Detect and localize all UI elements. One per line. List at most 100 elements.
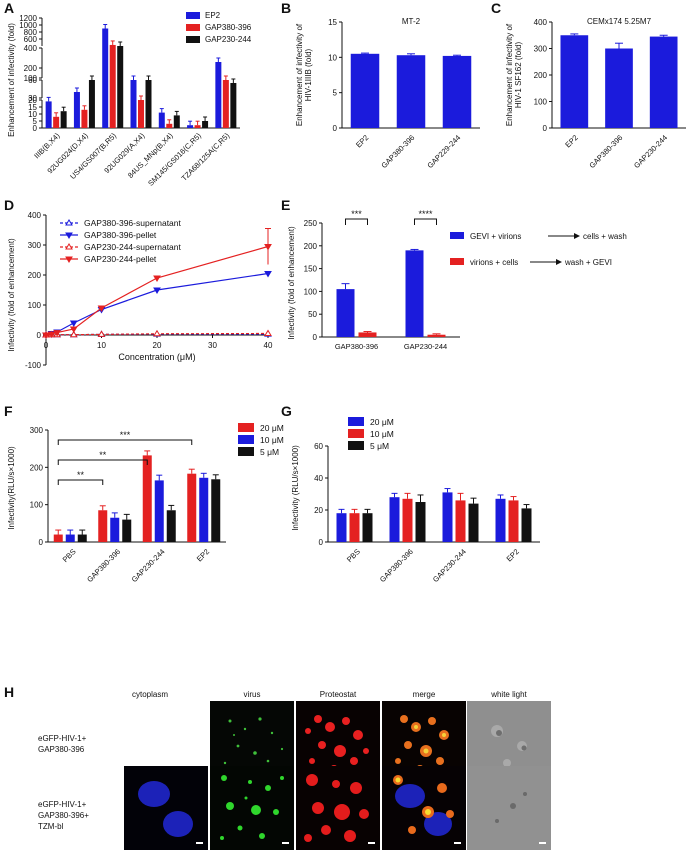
data-point [47,331,56,339]
bar [77,534,87,542]
legend-label: GEVI + virions [470,232,521,241]
micrograph-row2-virus [210,766,294,850]
y-tick-label: 400 [28,211,42,220]
y-tick-label: 250 [304,219,318,228]
y-tick-label: 40 [314,474,323,483]
legend-label: GAP230-244 [205,35,252,44]
legend-label: EP2 [205,11,221,20]
bar [495,498,506,542]
bar [230,83,237,128]
bar [194,125,201,128]
x-tick-label: GAP230-244 [404,342,447,351]
x-tick-label: 10 [97,341,106,350]
bar [88,80,95,128]
significance-label: ** [77,470,85,480]
y-tick-label: 150 [304,265,318,274]
bar [649,36,678,129]
legend-label: GAP380-396 [205,23,252,32]
series-line [45,272,269,336]
row-label-1: eGFP-HIV-1+ GAP380-396 [38,733,86,755]
x-tick-label: GAP230-244 [632,133,669,170]
bar [166,123,173,128]
legend-label: GAP380-396-supernatant [84,218,182,228]
bar [81,109,88,128]
legend-label: 10 μM [260,435,284,445]
x-tick-label: 0 [44,341,49,350]
x-tick-label: GAP380-396 [85,547,122,584]
y-axis-label: Enhancement of infectivity of [295,23,304,126]
x-tick-label: EP2 [354,133,370,149]
legend-arrow-label: cells + wash [583,232,627,241]
x-tick-label: 30 [208,341,217,350]
x-tick-label: EP2 [195,547,211,563]
y-tick-label: 0 [39,538,44,547]
x-tick-label: EP2 [505,547,521,563]
legend-swatch [186,36,200,43]
legend-label: 5 μM [370,441,389,451]
bar [468,503,479,542]
data-point [42,332,50,339]
bar [336,289,355,337]
legend-label: GAP380-396-pellet [84,230,157,240]
y-tick-label: 5 [333,89,338,98]
y-tick-label: 300 [30,426,44,435]
data-point [264,329,272,336]
y-tick-label: 300 [534,45,548,54]
bar [166,510,176,542]
bar [145,80,152,128]
bar [110,517,120,542]
y-axis-label: Infectivity(RLU/s×1000) [7,446,16,530]
y-tick-label: 1200 [19,14,37,23]
chart-f: 0 100 200 300 Infectivity(RLU/s×1000) PBS GAP3… [7,423,284,584]
legend-label: GAP230-244-supernatant [84,242,182,252]
chart-d: -100 0 100 200 300 400 0 10 20 30 40 Concentration … [7,211,273,370]
bar [142,455,152,542]
legend-arrowhead [574,233,580,239]
bar [215,62,222,128]
y-tick-label: 800 [24,28,38,37]
bar [402,498,413,542]
bar [202,121,209,128]
legend-swatch [238,447,254,456]
column-label-proteostat: Proteostat [319,690,357,699]
row2-line2: GAP380-396+ [38,811,89,820]
y-tick-label: 1000 [19,21,37,30]
bar [389,497,400,542]
significance-label: *** [351,209,362,219]
bar [98,510,108,542]
y-tick-label: 300 [28,241,42,250]
legend-label: 10 μM [370,429,394,439]
bar [362,513,373,542]
panel-letter-g: G [281,403,292,419]
x-axis-label: Concentration (μM) [118,352,195,362]
data-point [264,271,272,278]
chart-e: 0 50 100 150 200 250 Infectivity (fold of enha… [287,209,627,351]
bar [109,44,116,129]
bar [53,116,60,128]
y-tick-label: 0 [333,124,338,133]
legend-swatch [450,232,464,239]
y-tick-label: 60 [28,76,37,85]
bar [222,80,229,128]
column-label-merge: merge [412,690,436,699]
y-tick-label: 20 [28,96,37,105]
y-axis-label: Enhancement of infectivity (fold) [7,23,16,137]
y-axis-label: Infectivity (RLU/s×1000) [291,445,300,531]
x-tick-label: GAP229-244 [425,133,462,170]
data-point [69,326,78,333]
bar [53,534,63,542]
panel-letter-h: H [4,684,15,700]
bar [336,513,347,542]
bar [508,500,519,542]
y-tick-label: 20 [314,506,323,515]
y-tick-label: 5 [33,117,38,126]
legend-swatch [348,429,364,438]
y-tick-label: 400 [24,44,38,53]
panel-letter-b: B [281,0,292,16]
data-point [97,305,106,312]
data-point [69,330,78,338]
significance-label: *** [120,430,131,440]
x-tick-label: GAP230-244 [431,547,468,584]
micrograph-row2-proteostat [296,766,380,850]
bar [442,55,472,128]
